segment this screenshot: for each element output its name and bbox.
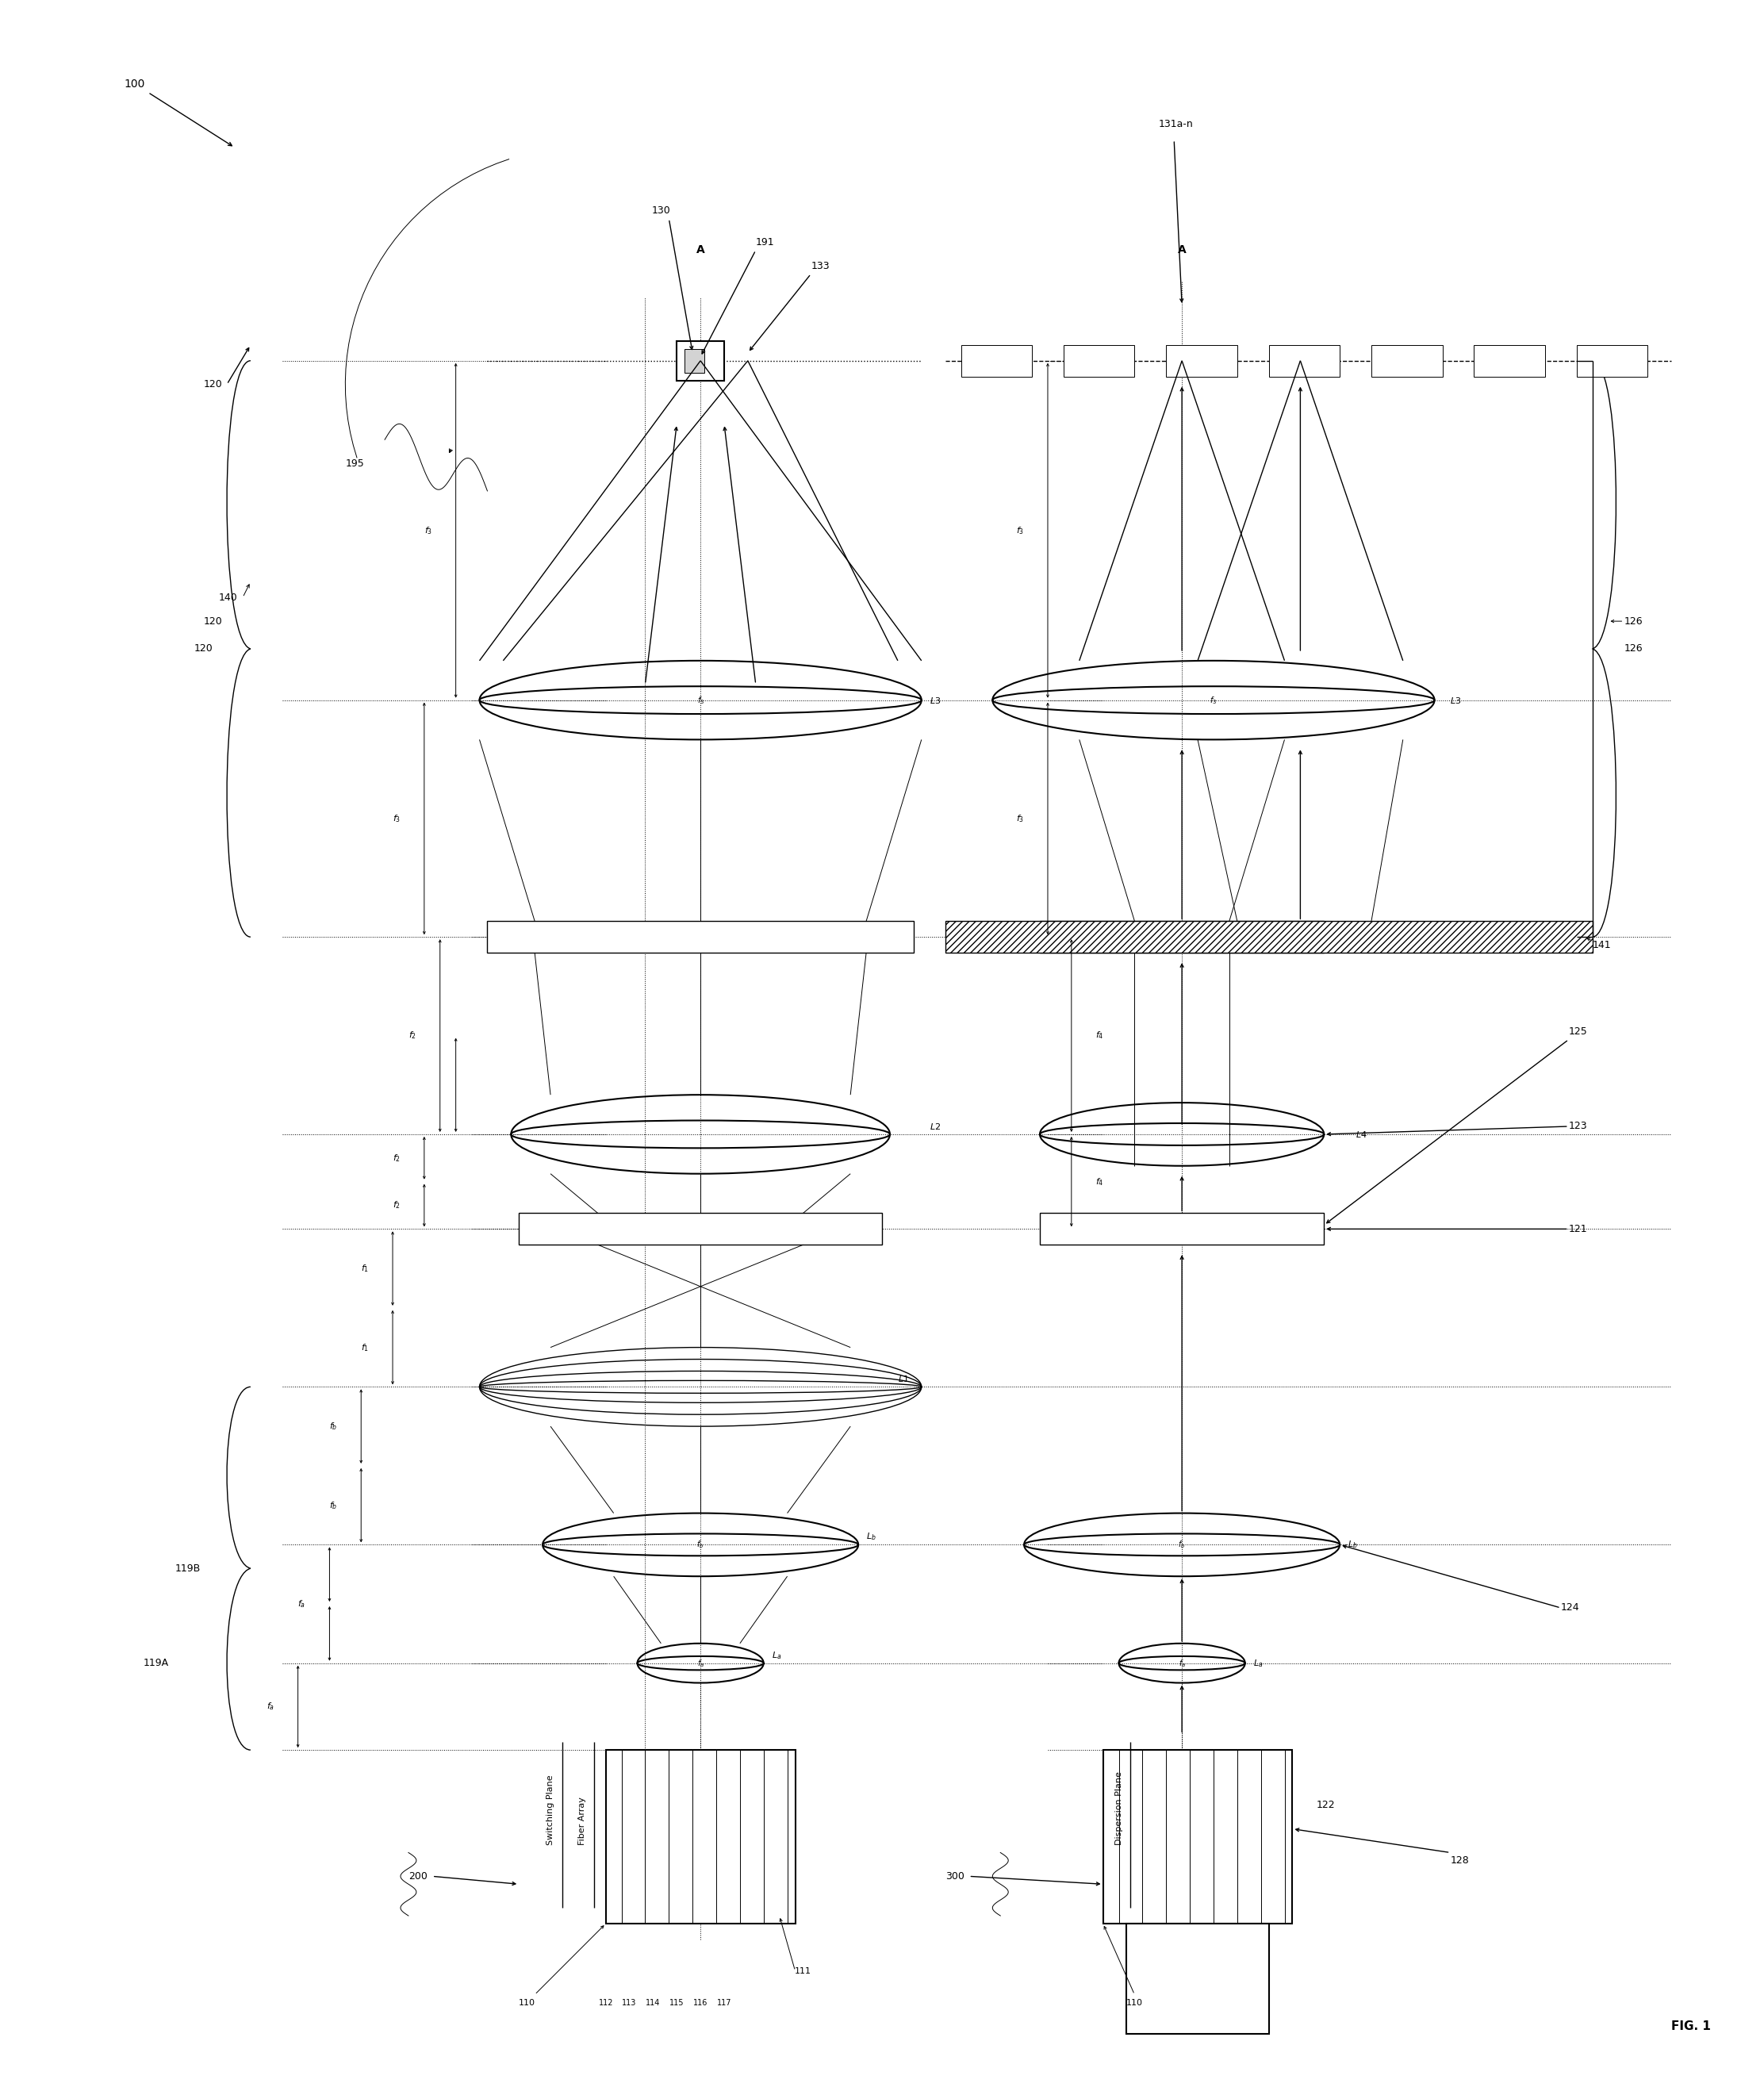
Bar: [1475, 344, 1545, 376]
Text: 114: 114: [646, 1999, 660, 2006]
Text: 120: 120: [194, 643, 213, 653]
Text: $L_a$: $L_a$: [1252, 1657, 1263, 1670]
Text: 123: 123: [1568, 1121, 1588, 1131]
Text: 111: 111: [796, 1968, 811, 1974]
Bar: [1166, 344, 1237, 376]
Bar: [961, 344, 1032, 376]
Text: $f_3$: $f_3$: [1210, 695, 1217, 705]
Text: 200: 200: [409, 1872, 427, 1880]
Text: $L_b$: $L_b$: [866, 1532, 877, 1542]
Text: 115: 115: [670, 1999, 684, 2006]
Text: $f_3$: $f_3$: [697, 695, 704, 705]
Text: 126: 126: [1625, 616, 1642, 626]
Text: $L4$: $L4$: [1355, 1129, 1367, 1140]
Text: Fiber Array: Fiber Array: [579, 1797, 586, 1845]
Text: $f_a$: $f_a$: [1178, 1657, 1185, 1670]
Text: $f_3$: $f_3$: [1016, 526, 1025, 536]
Text: 110: 110: [519, 1999, 534, 2006]
Text: 110: 110: [1125, 1999, 1143, 2006]
Text: 122: 122: [1316, 1801, 1335, 1809]
Bar: [1577, 344, 1648, 376]
Text: $f_b$: $f_b$: [330, 1421, 337, 1432]
Text: 130: 130: [651, 207, 670, 215]
Text: $f_b$: $f_b$: [697, 1540, 704, 1551]
Text: $f_1$: $f_1$: [362, 1263, 369, 1273]
Text: $f_4$: $f_4$: [1095, 1031, 1104, 1041]
Bar: [1064, 344, 1134, 376]
Text: A: A: [697, 244, 706, 257]
Bar: [605, 1751, 796, 1924]
Bar: [677, 340, 725, 380]
Bar: [1268, 344, 1341, 376]
Text: 191: 191: [755, 238, 774, 248]
Text: $L3$: $L3$: [1450, 695, 1462, 705]
Text: 121: 121: [1568, 1223, 1588, 1233]
Text: $L2$: $L2$: [930, 1121, 940, 1131]
Text: $f_3$: $f_3$: [1016, 814, 1025, 824]
Text: $f_4$: $f_4$: [1095, 1177, 1104, 1188]
Text: Switching Plane: Switching Plane: [547, 1774, 554, 1845]
Text: 119B: 119B: [175, 1563, 201, 1574]
Text: $f_b$: $f_b$: [330, 1501, 337, 1511]
Bar: [946, 920, 1593, 954]
Text: $L_a$: $L_a$: [771, 1649, 781, 1661]
Text: Dispersion Plane: Dispersion Plane: [1115, 1772, 1122, 1845]
Text: $f_a$: $f_a$: [298, 1599, 305, 1609]
Text: $f_a$: $f_a$: [697, 1657, 704, 1670]
Bar: [1371, 344, 1443, 376]
Text: 124: 124: [1561, 1603, 1579, 1613]
Bar: [1102, 1751, 1293, 1924]
Text: 140: 140: [219, 593, 238, 603]
Text: 112: 112: [598, 1999, 614, 2006]
Text: 133: 133: [811, 261, 829, 271]
Text: 117: 117: [716, 1999, 732, 2006]
Text: $f_3$: $f_3$: [423, 526, 432, 536]
Text: 141: 141: [1593, 939, 1611, 950]
Text: 116: 116: [693, 1999, 707, 2006]
Bar: [1039, 920, 1325, 954]
Text: 120: 120: [203, 616, 222, 626]
Bar: [1039, 1213, 1325, 1244]
Text: $f_3$: $f_3$: [392, 814, 400, 824]
Text: $f_b$: $f_b$: [1178, 1540, 1185, 1551]
Text: 125: 125: [1568, 1027, 1588, 1037]
Text: $f_1$: $f_1$: [362, 1342, 369, 1352]
Text: $L_b$: $L_b$: [1348, 1540, 1358, 1551]
Text: A: A: [1178, 244, 1185, 257]
Text: $f_2$: $f_2$: [393, 1200, 400, 1210]
Bar: [1127, 1924, 1268, 2035]
Text: 195: 195: [346, 459, 363, 467]
Text: $f_a$: $f_a$: [266, 1701, 273, 1711]
Bar: [487, 920, 914, 954]
Text: $L1$: $L1$: [898, 1373, 908, 1384]
Bar: [519, 1213, 882, 1244]
Bar: [684, 349, 704, 374]
Text: $L3$: $L3$: [930, 695, 940, 705]
Text: 128: 128: [1450, 1855, 1469, 1866]
Text: $f_2$: $f_2$: [393, 1152, 400, 1162]
Text: $f_2$: $f_2$: [407, 1031, 416, 1041]
Text: 300: 300: [946, 1872, 965, 1880]
Text: FIG. 1: FIG. 1: [1671, 2020, 1711, 2033]
Text: 120: 120: [203, 380, 222, 390]
Text: 126: 126: [1625, 643, 1642, 653]
Text: 113: 113: [623, 1999, 637, 2006]
Text: 100: 100: [123, 79, 145, 90]
Text: 119A: 119A: [143, 1657, 169, 1668]
Text: 131a-n: 131a-n: [1159, 119, 1192, 129]
